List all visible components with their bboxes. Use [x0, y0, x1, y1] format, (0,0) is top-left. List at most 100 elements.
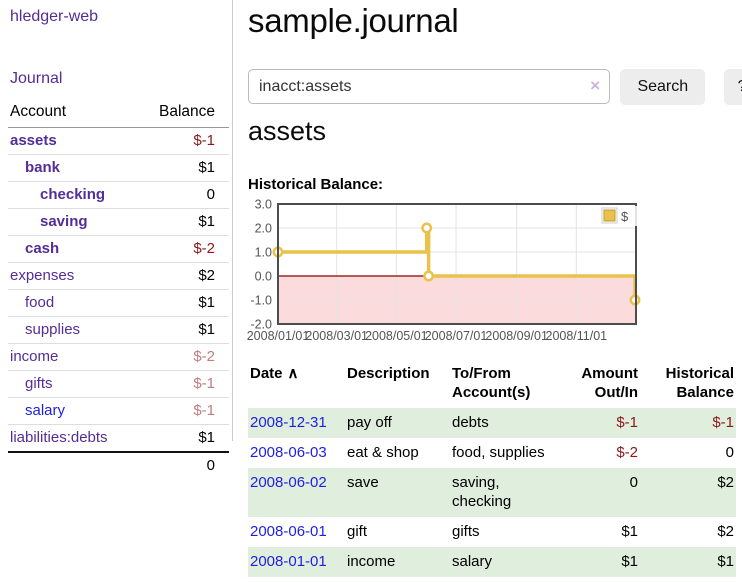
transaction-row: 2008-06-03 eat & shop food, supplies $-2 0 [248, 438, 736, 468]
sidebar: hledger-web Journal Account Balance asse… [0, 0, 233, 479]
chart-title: Historical Balance: [248, 176, 384, 193]
transaction-balance: $2 [717, 474, 734, 491]
account-link-gifts[interactable]: gifts [25, 375, 53, 392]
account-link-assets[interactable]: assets [10, 132, 57, 149]
svg-text:$: $ [621, 209, 629, 224]
main-content: sample.journal × Search ? assets Histori… [247, 0, 742, 582]
svg-text:2008/07/01: 2008/07/01 [425, 329, 488, 343]
transaction-row: 2008-12-31 pay off debts $-1 $-1 [248, 408, 736, 438]
transaction-date-link[interactable]: 2008-06-01 [250, 523, 327, 540]
svg-text:1.0: 1.0 [255, 246, 272, 260]
transaction-accounts: debts [452, 414, 489, 431]
account-balance: $1 [136, 154, 229, 182]
search-input[interactable] [248, 69, 610, 104]
account-row: saving $1 [8, 208, 229, 236]
historical-balance-chart[interactable]: 3.0 2.0 1.0 0.0 -1.0 -2.0 2008/01/01 2008/03/01… [244, 196, 646, 346]
accounts-header-account: Account [8, 100, 137, 128]
account-link-cash[interactable]: cash [25, 240, 60, 257]
svg-text:-2.0: -2.0 [250, 318, 272, 332]
svg-text:2008/09/01: 2008/09/01 [485, 329, 548, 343]
transaction-description: pay off [347, 414, 392, 431]
account-balance: $1 [136, 289, 229, 317]
account-row: income $-2 [8, 343, 229, 371]
sidebar-item-journal[interactable]: Journal [10, 70, 63, 87]
transaction-description: eat & shop [347, 444, 419, 461]
account-balance: $1 [136, 424, 229, 452]
register-col-header-4: Historical Balance [665, 365, 734, 401]
transaction-amount: $-1 [616, 414, 638, 431]
transaction-balance: 0 [725, 444, 734, 461]
transaction-amount: $1 [621, 523, 638, 540]
transaction-date-link[interactable]: 2008-06-02 [250, 474, 327, 491]
accounts-total-balance: 0 [136, 451, 229, 479]
svg-text:2008/05/01: 2008/05/01 [365, 329, 428, 343]
account-link-liabilities-debts[interactable]: liabilities:debts [10, 429, 108, 446]
clear-search-icon[interactable]: × [590, 76, 600, 95]
transaction-accounts: gifts [452, 523, 480, 540]
account-link-salary[interactable]: salary [25, 402, 66, 419]
transaction-description: income [347, 553, 396, 570]
svg-text:2.0: 2.0 [255, 222, 272, 236]
transaction-date-link[interactable]: 2008-01-01 [250, 553, 327, 570]
svg-text:2008/11/01: 2008/11/01 [546, 329, 608, 343]
transaction-amount: $1 [621, 553, 638, 570]
accounts-header-balance: Balance [136, 100, 229, 128]
svg-text:0.0: 0.0 [255, 270, 272, 284]
register-col-header-0[interactable]: Date ∧ [250, 365, 299, 382]
account-link-food[interactable]: food [25, 294, 55, 311]
svg-text:2008/01/01: 2008/01/01 [247, 329, 310, 343]
search-button[interactable]: Search [620, 69, 706, 105]
account-link-bank[interactable]: bank [25, 159, 61, 176]
transaction-balance: $2 [717, 523, 734, 540]
transaction-date-link[interactable]: 2008-06-03 [250, 444, 327, 461]
page-title: sample.journal [248, 2, 459, 39]
transaction-balance: $1 [717, 553, 734, 570]
sort-ascending-icon: ∧ [287, 365, 299, 382]
transaction-accounts: salary [452, 553, 493, 570]
account-row: assets $-1 [8, 128, 229, 155]
account-link-saving[interactable]: saving [40, 213, 88, 230]
account-link-expenses[interactable]: expenses [10, 267, 75, 284]
search-box: × [248, 69, 610, 104]
account-row: gifts $-1 [8, 370, 229, 398]
account-link-checking[interactable]: checking [40, 186, 106, 203]
account-row: supplies $1 [8, 316, 229, 344]
register-col-header-1: Description [347, 365, 430, 382]
account-row: cash $-2 [8, 235, 229, 263]
account-row: checking 0 [8, 181, 229, 209]
account-balance: $-2 [136, 343, 229, 371]
accounts-table: Account Balance assets $-1 bank $1 checking 0… [8, 100, 229, 479]
transaction-accounts: saving, checking [452, 474, 512, 510]
account-link-supplies[interactable]: supplies [25, 321, 81, 338]
account-heading: assets [248, 116, 327, 146]
account-row: salary $-1 [8, 397, 229, 425]
transaction-description: gift [347, 523, 368, 540]
account-row: food $1 [8, 289, 229, 317]
transaction-row: 2008-01-01 income salary $1 $1 [248, 547, 736, 577]
transaction-accounts: food, supplies [452, 444, 545, 461]
account-balance: $-2 [136, 235, 229, 263]
transaction-balance: $-1 [712, 414, 734, 431]
transaction-description: save [347, 474, 379, 491]
account-row: liabilities:debts $1 [8, 424, 229, 452]
transaction-amount: 0 [629, 474, 638, 491]
accounts-body: assets $-1 bank $1 checking 0 saving $1 cash $-2 e… [8, 128, 229, 452]
help-button[interactable]: ? [723, 69, 742, 105]
account-row: bank $1 [8, 154, 229, 182]
account-link-income[interactable]: income [10, 348, 59, 365]
register-col-header-3: Amount Out/In [581, 365, 638, 401]
transaction-date-link[interactable]: 2008-12-31 [250, 414, 327, 431]
account-row: expenses $2 [8, 262, 229, 290]
register-header: Date ∧ Description To/From Account(s) Amount… [248, 360, 736, 408]
account-balance: $-1 [136, 397, 229, 425]
account-balance: $2 [136, 262, 229, 290]
brand-link[interactable]: hledger-web [10, 8, 99, 25]
accounts-header-row: Account Balance [8, 100, 229, 128]
register-table: Date ∧ Description To/From Account(s) Amount… [248, 360, 736, 577]
accounts-total-row: 0 [8, 451, 229, 479]
account-balance: $-1 [136, 370, 229, 398]
svg-text:2008/03/01: 2008/03/01 [305, 329, 368, 343]
register-body: 2008-12-31 pay off debts $-1 $-1 2008-06-03 ea… [248, 408, 736, 577]
svg-text:3.0: 3.0 [255, 198, 272, 212]
